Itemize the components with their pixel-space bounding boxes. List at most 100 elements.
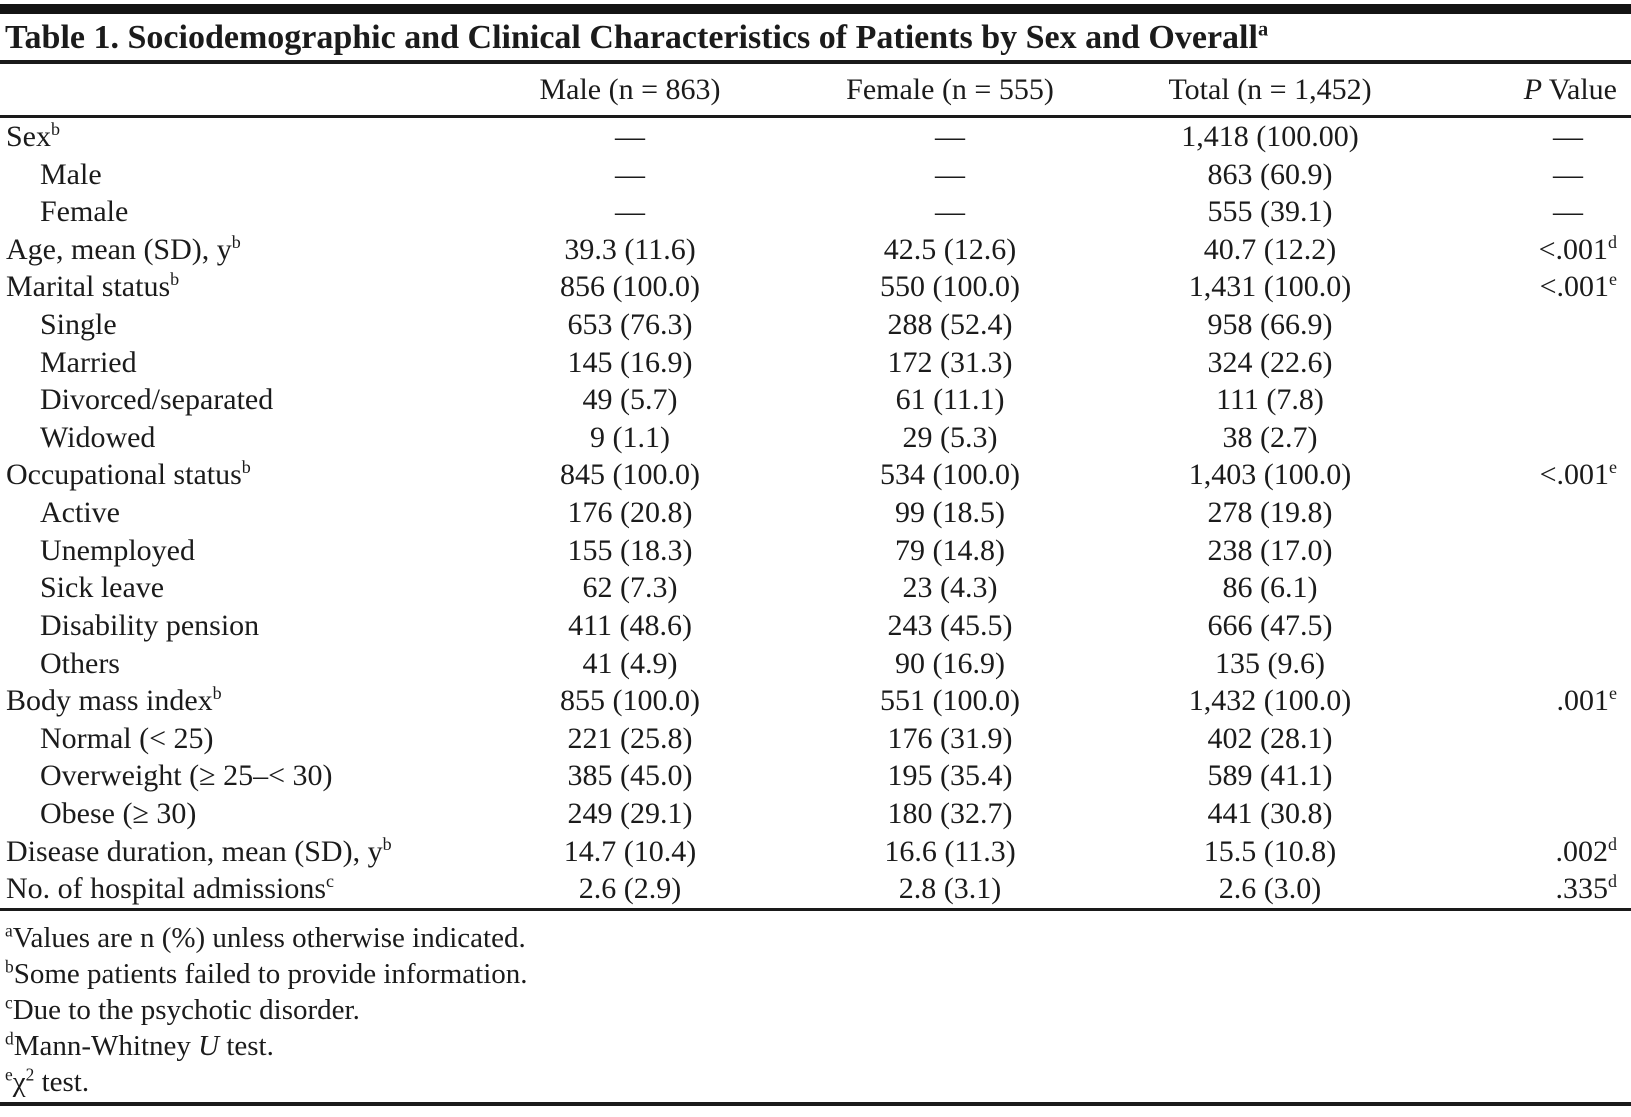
cell-total-value: 278 (19.8) — [1207, 496, 1333, 530]
column-header-total: Total (n = 1,452) — [1168, 72, 1372, 106]
row-label-text: Female — [40, 195, 129, 229]
table-header-row: Male (n = 863) Female (n = 555) Total (n… — [0, 64, 1631, 115]
cell-male-value: 2.6 (2.9) — [578, 872, 682, 906]
cell-male: 855 (100.0) — [470, 682, 790, 720]
p-value-text: <.001 — [1539, 270, 1609, 304]
footnote-text: Due to the psychotic disorder. — [12, 993, 360, 1026]
cell-female: 195 (35.4) — [790, 757, 1110, 795]
row-label: Divorced/separated — [0, 381, 470, 419]
divider — [0, 115, 1631, 118]
row-label: Body mass indexb — [0, 682, 470, 720]
row-label-text: Sick leave — [40, 571, 165, 605]
cell-male-value: 221 (25.8) — [567, 721, 693, 755]
column-header-female: Female (n = 555) — [846, 72, 1054, 106]
table-row: Sexb — — 1,418 (100.00) — — [0, 118, 1631, 156]
cell-female-value: 180 (32.7) — [887, 796, 1013, 830]
cell-male-value: 9 (1.1) — [590, 420, 670, 454]
cell-male-value: 49 (5.7) — [582, 383, 678, 417]
cell-female: 29 (5.3) — [790, 419, 1110, 457]
cell-male-value: 845 (100.0) — [560, 458, 700, 492]
cell-total-value: 863 (60.9) — [1207, 157, 1333, 191]
cell-female-value: 172 (31.3) — [887, 345, 1013, 379]
cell-male: 145 (16.9) — [470, 344, 790, 382]
cell-female: 42.5 (12.6) — [790, 231, 1110, 269]
cell-total-value: 238 (17.0) — [1207, 533, 1333, 567]
cell-male-value: 145 (16.9) — [567, 345, 693, 379]
cell-p-value: <.001e — [1430, 456, 1631, 494]
cell-female: 551 (100.0) — [790, 682, 1110, 720]
cell-total: 238 (17.0) — [1110, 532, 1430, 570]
table-title-superscript: a — [1257, 18, 1269, 41]
cell-male: 653 (76.3) — [470, 306, 790, 344]
p-value-text: .002 — [1555, 834, 1609, 868]
footnote-text: Mann-Whitney — [13, 1029, 199, 1062]
footnote-marker: c — [5, 992, 13, 1013]
table-row: Female — — 555 (39.1) — — [0, 193, 1631, 231]
cell-female-value: 99 (18.5) — [895, 496, 1005, 530]
row-label: Active — [0, 494, 470, 532]
cell-male: 9 (1.1) — [470, 419, 790, 457]
cell-female-value: 23 (4.3) — [902, 571, 998, 605]
row-label-text: Sex — [6, 120, 51, 153]
row-label: Female — [0, 193, 470, 231]
cell-total: 38 (2.7) — [1110, 419, 1430, 457]
row-label-text: Overweight (≥ 25–< 30) — [40, 759, 333, 793]
row-label: Married — [0, 344, 470, 382]
table-row: Overweight (≥ 25–< 30) 385 (45.0) 195 (35.… — [0, 757, 1631, 795]
cell-male-value: 385 (45.0) — [567, 759, 693, 793]
p-value-italic-p: P — [1523, 72, 1543, 106]
p-value-text: <.001 — [1539, 458, 1609, 492]
footnote-marker: d — [5, 1028, 14, 1049]
cell-total-value: 86 (6.1) — [1222, 571, 1318, 605]
row-label: Unemployed — [0, 532, 470, 570]
row-label: Sick leave — [0, 569, 470, 607]
p-value-superscript: d — [1608, 833, 1617, 854]
footnote: eχ2 test. — [5, 1064, 1631, 1100]
footnote-marker: e — [5, 1064, 13, 1085]
cell-male-value: — — [615, 195, 645, 229]
cell-female-value: — — [935, 157, 965, 191]
cell-male: 14.7 (10.4) — [470, 833, 790, 871]
cell-p-value: .001e — [1430, 682, 1631, 720]
cell-p-value: .002d — [1430, 833, 1631, 871]
cell-female: 16.6 (11.3) — [790, 833, 1110, 871]
cell-female-value: 29 (5.3) — [902, 420, 998, 454]
table-row: Disease duration, mean (SD), yb 14.7 (10.… — [0, 833, 1631, 871]
cell-total-value: 402 (28.1) — [1207, 721, 1333, 755]
row-label-superscript: b — [51, 119, 60, 139]
cell-total: 1,418 (100.00) — [1110, 118, 1430, 156]
cell-total-value: 666 (47.5) — [1207, 608, 1333, 642]
p-value-superscript: e — [1609, 457, 1617, 478]
cell-total: 958 (66.9) — [1110, 306, 1430, 344]
table-row: Marital statusb 856 (100.0) 550 (100.0) 1,4… — [0, 268, 1631, 306]
p-value-superscript: e — [1609, 683, 1617, 704]
cell-female: — — [790, 118, 1110, 156]
cell-female: 243 (45.5) — [790, 607, 1110, 645]
row-label-text: Body mass index — [6, 684, 213, 718]
footnote-text: 2 — [25, 1064, 35, 1085]
cell-male-value: 41 (4.9) — [582, 646, 678, 680]
table-row: Widowed 9 (1.1) 29 (5.3) 38 (2.7) — [0, 419, 1631, 457]
cell-total: 40.7 (12.2) — [1110, 231, 1430, 269]
cell-female-value: 90 (16.9) — [895, 646, 1005, 680]
cell-male-value: 855 (100.0) — [560, 684, 700, 718]
cell-female: 90 (16.9) — [790, 645, 1110, 683]
row-label-superscript: b — [382, 833, 392, 854]
row-label-superscript: c — [326, 871, 334, 892]
table-row: Normal (< 25) 221 (25.8) 176 (31.9) 402 (28… — [0, 720, 1631, 758]
cell-female-value: 42.5 (12.6) — [883, 232, 1017, 266]
cell-p-value: .335d — [1430, 870, 1631, 908]
p-value-text: — — [1553, 157, 1583, 191]
cell-female: 79 (14.8) — [790, 532, 1110, 570]
cell-female: 99 (18.5) — [790, 494, 1110, 532]
divider — [0, 907, 1631, 911]
cell-male: 176 (20.8) — [470, 494, 790, 532]
cell-male: 2.6 (2.9) — [470, 870, 790, 908]
page-title: Table 1. Sociodemographic and Clinical C… — [0, 14, 1631, 60]
cell-total: 402 (28.1) — [1110, 720, 1430, 758]
footnote-text: test. — [34, 1065, 90, 1098]
cell-male-value: 39.3 (11.6) — [564, 232, 696, 266]
row-label: Marital statusb — [0, 268, 470, 306]
footnote-text: Some patients failed to provide informat… — [13, 957, 528, 990]
cell-male-value: 411 (48.6) — [568, 608, 692, 642]
